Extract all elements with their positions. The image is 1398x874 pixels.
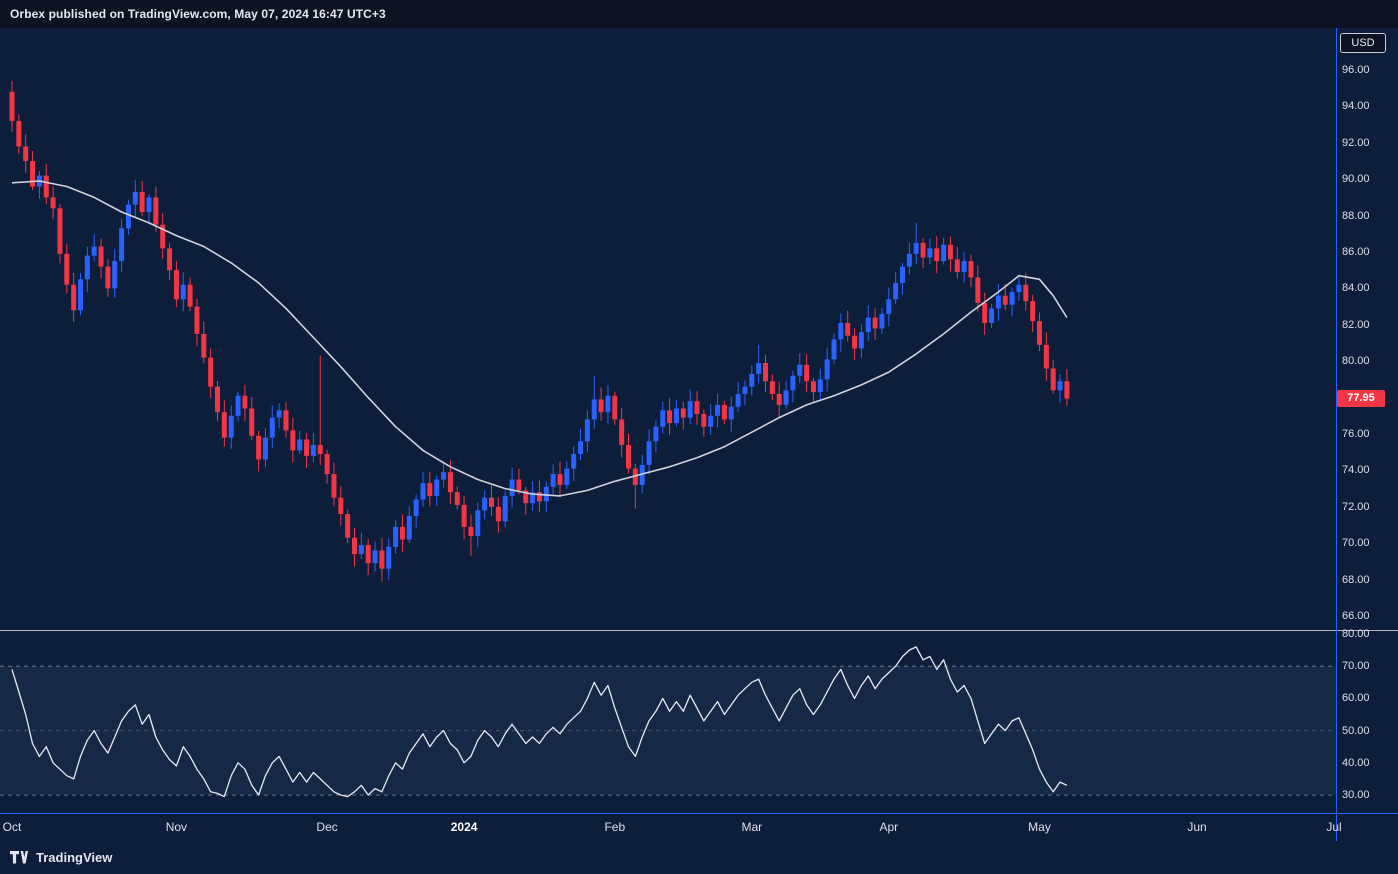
price-axis-label: 80.00	[1342, 355, 1370, 368]
price-axis-label: 88.00	[1342, 209, 1370, 222]
tradingview-logo-icon[interactable]	[10, 850, 29, 865]
price-axis-label: 72.00	[1342, 500, 1370, 513]
price-axis-label: 96.00	[1342, 64, 1370, 76]
price-axis-label: 90.00	[1342, 173, 1370, 186]
price-axis-label: 68.00	[1342, 573, 1370, 586]
oscillator-axis-label: 30.00	[1342, 789, 1370, 801]
separators	[0, 28, 1398, 841]
time-axis-label-jun: Jun	[1187, 820, 1207, 834]
price-axis-label: 76.00	[1342, 428, 1370, 440]
oscillator-axis-label: 40.00	[1342, 756, 1370, 769]
oscillator-pane	[0, 665, 1336, 796]
time-axis-label-apr: Apr	[879, 820, 899, 834]
price-axis-label: 70.00	[1342, 537, 1370, 550]
time-axis-label-feb: Feb	[604, 820, 626, 834]
price-axis-label: 82.00	[1342, 318, 1370, 331]
tradingview-brand[interactable]: TradingView	[36, 850, 113, 865]
oscillator-line	[11, 646, 1068, 798]
moving-average-line	[11, 180, 1068, 497]
price-axis-label: 86.00	[1342, 246, 1370, 258]
price-axis-label: 66.00	[1342, 610, 1370, 622]
oscillator-axis-label: 60.00	[1342, 692, 1370, 705]
oscillator-axis-label: 80.00	[1342, 628, 1370, 640]
time-axis-label-oct: Oct	[2, 820, 22, 834]
time-axis-label-2024: 2024	[450, 820, 478, 834]
publish-info: Orbex published on TradingView.com, May …	[10, 7, 386, 21]
oscillator-axis-label: 70.00	[1342, 660, 1370, 673]
footer: TradingView	[0, 841, 1398, 874]
price-axis[interactable]: USD 96.00 94.00 92.00 90.00 88.00 86.00 84.00 8…	[1336, 0, 1398, 874]
oscillator-axis-label: 50.00	[1342, 724, 1370, 737]
price-axis-label: 94.00	[1342, 100, 1370, 113]
price-axis-label: 84.00	[1342, 282, 1370, 295]
time-axis-label-mar: Mar	[741, 820, 763, 834]
candlestick-series	[9, 80, 1070, 582]
time-axis-label-jul: Jul	[1326, 820, 1342, 834]
time-axis-label-dec: Dec	[316, 820, 338, 834]
time-axis-label-nov: Nov	[165, 820, 188, 834]
price-axis-label: 74.00	[1342, 464, 1370, 477]
time-axis[interactable]: Oct Nov Dec 2024 Feb Mar Apr May Jun Jul	[0, 813, 1398, 841]
last-price-label: 77.95	[1337, 390, 1385, 407]
price-axis-label: 92.00	[1342, 136, 1370, 149]
currency-badge: USD	[1340, 33, 1386, 53]
time-axis-label-may: May	[1028, 820, 1051, 834]
chart-header: Orbex published on TradingView.com, May …	[0, 0, 1398, 28]
